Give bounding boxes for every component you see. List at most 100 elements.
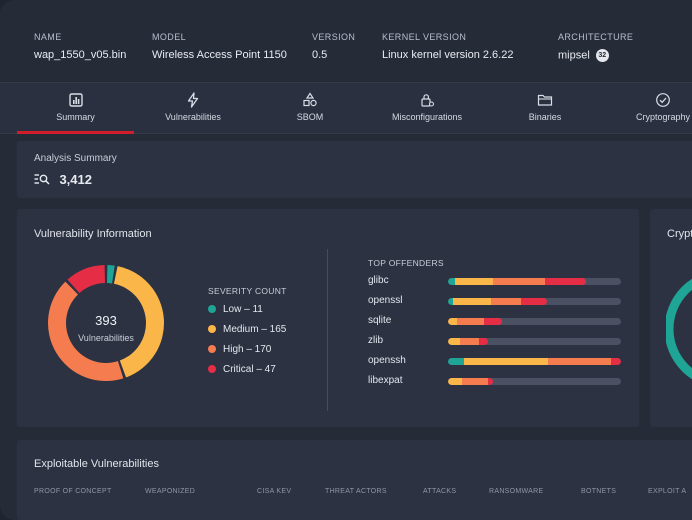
low-dot (208, 305, 216, 313)
offender-bar-segment (548, 358, 611, 365)
offender-bar-segment (448, 298, 454, 305)
kernel-field: KERNEL VERSION Linux kernel version 2.6.… (382, 32, 513, 61)
donut-segment-critical[interactable] (67, 265, 106, 294)
severity-legend: SEVERITY COUNT Low – 11 Medium – 165 Hig… (208, 286, 328, 386)
offender-name: glibc (368, 275, 389, 286)
exploit-column-header[interactable]: WEAPONIZED (145, 488, 196, 495)
offender-bar-segment (448, 318, 457, 325)
firmware-info-header: NAME wap_1550_v05.bin MODEL Wireless Acc… (0, 0, 692, 82)
active-tab-indicator (17, 131, 134, 134)
legend-high-label: High – 170 (223, 344, 272, 355)
exploit-column-header[interactable]: CISA KEV (257, 488, 292, 495)
tab-misconfigurations-label: Misconfigurations (391, 112, 463, 122)
exploit-column-header[interactable]: THREAT ACTORS (325, 488, 387, 495)
architecture-text: mipsel (558, 49, 590, 62)
top-offenders-title: TOP OFFENDERS (368, 258, 444, 268)
donut-total: 393 (95, 313, 117, 328)
tab-binaries-label: Binaries (528, 112, 562, 122)
offender-bar-segment (610, 358, 621, 365)
kernel-value: Linux kernel version 2.6.22 (382, 49, 514, 61)
tab-bar: Summary Vulnerabilities SBOM Misconfigur (0, 82, 692, 134)
shapes-icon (303, 92, 317, 107)
offender-bar-segment (484, 318, 502, 325)
legend-medium-label: Medium – 165 (223, 324, 287, 335)
offender-bar-segment (448, 338, 461, 345)
kernel-label: KERNEL VERSION (382, 32, 467, 42)
cryptography-card-title: Crypt (667, 228, 692, 240)
tab-binaries[interactable]: Binaries (523, 83, 567, 133)
tab-cryptography[interactable]: Cryptography (632, 83, 692, 133)
architecture-label: ARCHITECTURE (558, 32, 634, 42)
offender-bar-segment (460, 338, 480, 345)
offender-bar-segment (448, 378, 462, 385)
tab-sbom[interactable]: SBOM (290, 83, 330, 133)
offender-bar-segment (448, 358, 464, 365)
folder-icon (537, 94, 553, 106)
offender-bar[interactable] (448, 298, 621, 305)
exploit-column-header[interactable]: BOTNETS (581, 488, 617, 495)
analysis-summary-title: Analysis Summary (34, 153, 117, 164)
offender-bar[interactable] (448, 318, 621, 325)
donut-segment-medium[interactable] (113, 266, 164, 378)
exploit-column-header[interactable]: PROOF OF CONCEPT (34, 488, 112, 495)
offender-bar-segment (461, 378, 488, 385)
offender-bar[interactable] (448, 338, 621, 345)
name-label: NAME (34, 32, 62, 42)
model-field: MODEL Wireless Access Point 1150 (152, 32, 287, 61)
exploit-column-header[interactable]: ATTACKS (423, 488, 457, 495)
tab-cryptography-label: Cryptography (635, 112, 691, 122)
tab-sbom-label: SBOM (296, 112, 324, 122)
top-offenders: TOP OFFENDERS glibc openssl sqlite zlib open… (368, 258, 628, 398)
offender-name: zlib (368, 335, 384, 346)
exploitable-vulnerabilities-card: Exploitable Vulnerabilities (17, 440, 692, 520)
legend-low: Low – 11 (208, 304, 263, 315)
severity-count-title: SEVERITY COUNT (208, 286, 287, 296)
offender-bar-segment (520, 298, 547, 305)
vulnerability-info-title: Vulnerability Information (34, 228, 152, 240)
name-value: wap_1550_v05.bin (34, 49, 127, 61)
offender-bar[interactable] (448, 378, 621, 385)
version-value: 0.5 (312, 49, 328, 61)
bit-badge-icon: 32 (595, 49, 609, 62)
architecture-value: mipsel 32 (558, 49, 633, 62)
tab-summary[interactable]: Summary (17, 83, 134, 134)
donut-segment-low[interactable] (106, 265, 115, 284)
critical-dot (208, 365, 216, 373)
offender-name: sqlite (368, 315, 392, 326)
offender-bar[interactable] (448, 278, 621, 285)
model-value: Wireless Access Point 1150 (152, 49, 287, 61)
tab-vulnerabilities[interactable]: Vulnerabilities (155, 83, 231, 133)
check-circle-icon (656, 93, 670, 107)
legend-low-label: Low – 11 (223, 304, 263, 315)
legend-medium: Medium – 165 (208, 324, 286, 335)
high-dot (208, 345, 216, 353)
version-field: VERSION 0.5 (312, 32, 355, 61)
bar-chart-icon (68, 93, 83, 107)
offender-bar-segment (454, 278, 493, 285)
tab-misconfigurations[interactable]: Misconfigurations (385, 83, 469, 133)
donut-segments (47, 265, 164, 381)
offender-bar-segment (479, 338, 488, 345)
lock-gear-icon (421, 94, 435, 107)
offender-bar[interactable] (448, 358, 621, 365)
exploit-column-header[interactable]: EXPLOIT A (648, 488, 687, 495)
legend-high: High – 170 (208, 344, 271, 355)
lightning-icon (187, 92, 199, 108)
section-divider (327, 249, 328, 411)
model-label: MODEL (152, 32, 187, 42)
vulnerability-info-card: Vulnerability Information 393 Vulnerabil… (17, 209, 639, 427)
name-field: NAME wap_1550_v05.bin (34, 32, 126, 61)
offender-bar-segment (487, 378, 493, 385)
exploitable-vulnerabilities-title: Exploitable Vulnerabilities (34, 458, 159, 470)
crypto-donut-chart (666, 278, 692, 380)
offender-name: openssl (368, 295, 403, 306)
architecture-field: ARCHITECTURE mipsel 32 (558, 32, 633, 62)
donut-segment-high[interactable] (47, 281, 124, 381)
severity-donut-chart: 393 Vulnerabilities (47, 265, 164, 381)
legend-critical-label: Critical – 47 (223, 364, 276, 375)
legend-critical: Critical – 47 (208, 364, 276, 375)
exploit-column-header[interactable]: RANSOMWARE (489, 488, 544, 495)
analysis-count-row: 3,412 (34, 171, 92, 189)
offender-bar-segment (456, 318, 485, 325)
